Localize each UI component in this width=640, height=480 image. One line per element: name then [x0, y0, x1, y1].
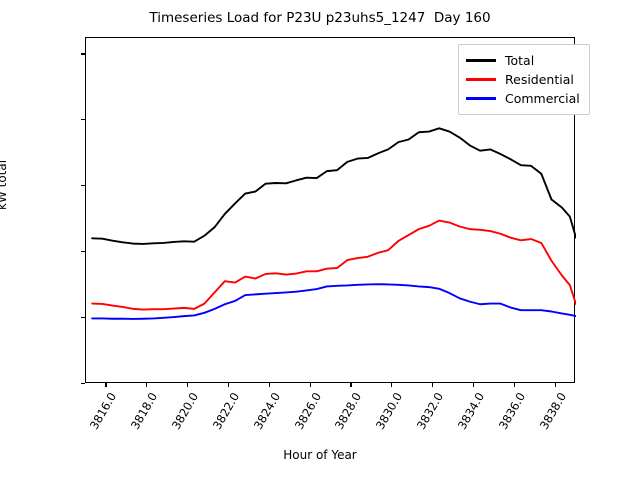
x-tick-label: 3826.0: [291, 390, 324, 432]
legend-label: Commercial: [505, 91, 580, 106]
x-tick-mark: [391, 383, 393, 387]
x-tick-label: 3832.0: [413, 390, 447, 432]
chart-title: Timeseries Load for P23U p23uhs5_1247 Da…: [149, 10, 491, 26]
legend-swatch-icon: [466, 78, 496, 81]
legend-swatch-icon: [466, 97, 496, 100]
x-tick-mark: [432, 383, 434, 387]
y-tick-mark: [81, 317, 85, 319]
x-axis-label: Hour of Year: [283, 448, 357, 462]
y-tick-mark: [81, 383, 85, 385]
y-axis-label: kW total: [0, 159, 9, 210]
x-tick-label: 3830.0: [373, 390, 406, 432]
x-tick-label: 3822.0: [209, 390, 243, 432]
y-tick-mark: [81, 119, 85, 121]
series-lines: [91, 127, 576, 320]
series-line-residential: [91, 219, 576, 311]
x-tick-label: 3836.0: [495, 390, 528, 432]
x-tick-mark: [309, 383, 311, 387]
legend-label: Residential: [505, 72, 574, 87]
x-tick-mark: [227, 383, 229, 387]
x-tick-mark: [105, 383, 107, 387]
y-tick-mark: [81, 251, 85, 253]
series-line-commercial: [91, 283, 576, 320]
legend-label: Total: [505, 53, 535, 68]
legend-item-total: Total: [466, 51, 580, 70]
legend-item-residential: Residential: [466, 70, 580, 89]
chart-legend: Total Residential Commercial: [458, 44, 590, 115]
x-tick-label: 3828.0: [332, 390, 365, 432]
x-tick-label: 3820.0: [168, 390, 202, 432]
x-tick-mark: [350, 383, 352, 387]
legend-item-commercial: Commercial: [466, 89, 580, 108]
legend-swatch-icon: [466, 59, 496, 62]
x-tick-label: 3838.0: [536, 390, 569, 432]
x-tick-label: 3816.0: [87, 390, 120, 432]
x-tick-mark: [146, 383, 148, 387]
x-tick-mark: [472, 383, 474, 387]
series-line-total: [91, 127, 576, 245]
y-tick-mark: [81, 53, 85, 55]
x-tick-mark: [268, 383, 270, 387]
plot-area: [85, 37, 576, 383]
y-tick-mark: [81, 185, 85, 187]
x-tick-mark: [187, 383, 189, 387]
x-tick-label: 3824.0: [250, 390, 283, 432]
x-tick-mark: [554, 383, 556, 387]
x-tick-mark: [513, 383, 515, 387]
x-tick-label: 3818.0: [128, 390, 161, 432]
x-tick-label: 3834.0: [454, 390, 488, 432]
